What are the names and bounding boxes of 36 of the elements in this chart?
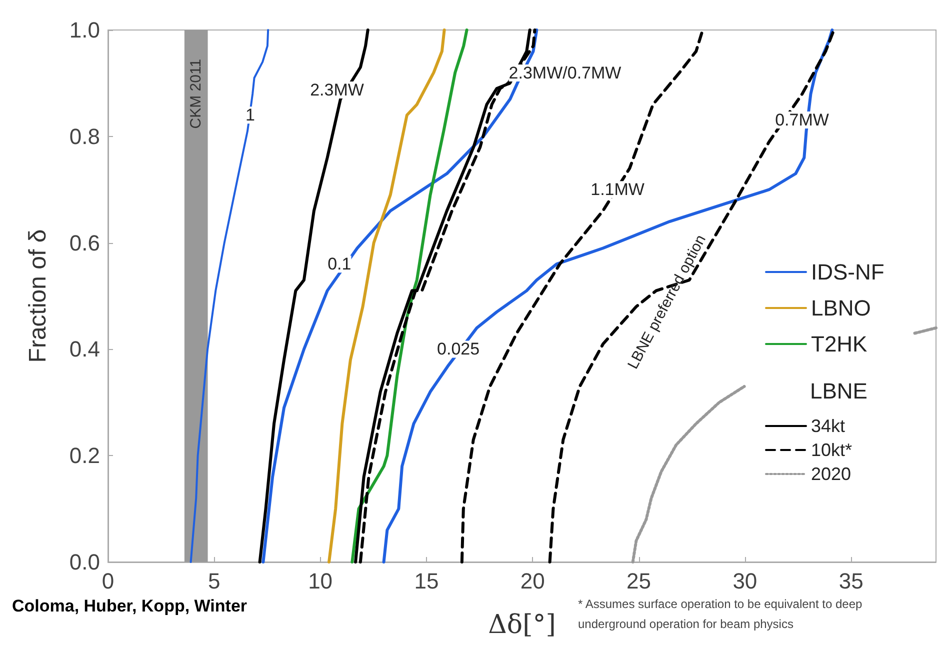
legend-label: 10kt*: [811, 440, 852, 460]
annotation: 2.3MW/0.7MW: [508, 64, 622, 82]
annotation: 0.025: [437, 340, 480, 359]
y-tick-label: 0.6: [69, 230, 100, 256]
y-axis-title: Fraction of δ: [24, 229, 52, 363]
legend-label: LBNO: [811, 296, 871, 320]
x-tick-label: 10: [308, 568, 333, 594]
x-axis-title: Δδ[°]: [488, 610, 556, 640]
annotation: 0.7MW: [775, 110, 829, 130]
y-tick-label: 1.0: [69, 18, 100, 42]
legend-label: IDS-NF: [811, 260, 884, 284]
x-tick-label: 5: [208, 568, 220, 594]
text: * Assumes surface operation to be equivalent to deep underground operation for beam physics: [578, 597, 866, 631]
line-series: [258, 28, 370, 564]
annotation: 0.1: [328, 254, 352, 274]
band-label: CKM 2011: [188, 58, 205, 129]
x-tick-label: 25: [626, 568, 652, 594]
y-tick-label: 0.2: [69, 443, 100, 468]
line-series: [190, 29, 270, 563]
y-tick-label: 0.0: [69, 550, 100, 574]
y-tick-label: 0.4: [69, 336, 100, 362]
legend-label: T2HK: [811, 332, 868, 356]
y-tick-label: 0.8: [69, 124, 100, 149]
x-tick-label: 15: [414, 568, 439, 594]
text: Coloma, Huber, Kopp, Winter: [12, 596, 248, 616]
x-tick-label: 30: [732, 568, 758, 594]
legend-title: LBNE: [810, 378, 868, 404]
annotation: 2.3MW: [310, 80, 364, 100]
annotation: 1.1MW: [590, 180, 644, 200]
line-series: [631, 384, 746, 564]
legend-label: 34kt: [811, 416, 846, 436]
x-tick-label: 35: [838, 568, 864, 594]
x-tick-label: 0: [102, 568, 114, 594]
x-tick-label: 20: [520, 568, 545, 594]
legend-label: 2020: [811, 464, 852, 484]
annotation: 1: [246, 106, 255, 125]
